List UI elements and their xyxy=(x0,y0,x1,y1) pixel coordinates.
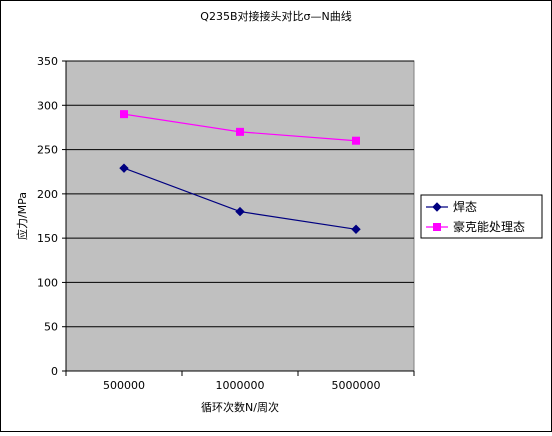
legend-label-1: 豪克能处理态 xyxy=(453,219,525,234)
data-point xyxy=(352,136,360,145)
y-tick-label: 50 xyxy=(44,321,58,334)
x-tick-label: 1000000 xyxy=(216,379,265,392)
y-axis-label: 应力/MPa xyxy=(15,192,29,240)
grid-layer xyxy=(66,60,414,328)
data-point xyxy=(119,163,129,173)
data-point xyxy=(120,110,128,119)
x-tick-label: 5000000 xyxy=(332,379,381,392)
series-0 xyxy=(119,163,361,234)
x-axis-label: 循环次数N/周次 xyxy=(201,400,279,414)
y-tick-label: 100 xyxy=(37,276,58,289)
series-layer xyxy=(119,110,361,234)
y-tick-label: 300 xyxy=(37,99,58,112)
data-point xyxy=(235,206,245,217)
y-tick-label: 0 xyxy=(51,365,58,378)
legend-label-0: 焊态 xyxy=(453,199,477,214)
y-tick-label: 250 xyxy=(37,144,58,157)
y-tick-label: 150 xyxy=(37,232,58,245)
data-point xyxy=(351,224,361,234)
axis-layer: 0 50 100 150 200 250 300 350 500000 1000000 500000… xyxy=(37,55,415,392)
x-tick-label: 500000 xyxy=(103,379,145,392)
series-1 xyxy=(120,110,360,145)
y-tick-label: 350 xyxy=(37,55,58,68)
data-point xyxy=(236,127,244,136)
legend-marker-1 xyxy=(433,223,441,231)
legend-marker-0 xyxy=(432,202,442,212)
chart-title: Q235B对接接头对比σ—N曲线 xyxy=(200,9,351,23)
legend-box xyxy=(420,194,543,239)
y-tick-label: 200 xyxy=(37,188,58,201)
